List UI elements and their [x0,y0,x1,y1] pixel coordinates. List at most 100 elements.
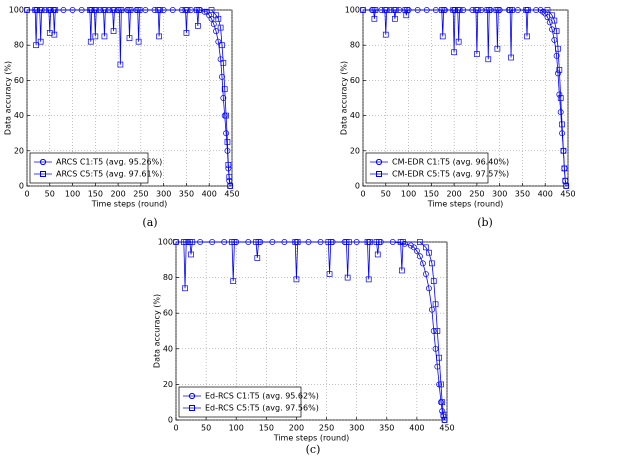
legend-marker [39,158,47,166]
marker [208,15,215,22]
marker [432,301,439,308]
y-axis-label: Data accuracy (%) [340,61,349,135]
marker [208,7,215,13]
x-tick-label: 450 [224,190,239,199]
marker [485,56,492,63]
x-tick-label: 200 [446,190,461,199]
marker [101,33,108,40]
marker [294,239,301,245]
marker [38,7,45,13]
marker [51,31,58,38]
marker [227,183,234,189]
marker [455,38,462,45]
marker [525,7,531,13]
marker [293,276,300,283]
marker [413,247,420,254]
marker [398,267,405,274]
x-tick-label: 50 [381,190,391,199]
marker [557,95,564,101]
x-tick-label: 200 [110,190,125,199]
marker [555,45,561,52]
marker [374,251,381,258]
marker [456,7,463,13]
marker [553,28,560,34]
marker [544,7,551,13]
marker [92,33,99,40]
y-tick-label: 100 [9,6,24,15]
x-tick-label: 250 [469,190,484,199]
marker [426,249,432,256]
marker [219,73,225,80]
marker [434,328,441,334]
y-tick-label: 20 [163,380,173,389]
marker [87,38,94,45]
y-tick-label: 40 [350,111,360,120]
marker [213,28,220,35]
marker [419,260,426,267]
marker [494,45,501,52]
marker [345,239,352,245]
x-tick-label: 150 [259,424,274,433]
marker [223,130,230,137]
marker [184,7,191,13]
marker [219,42,225,49]
x-tick-label: 100 [65,190,80,199]
legend-label: ARCS C1:T5 (avg. 95.26%) [56,158,162,167]
marker [195,7,202,13]
marker [365,276,372,283]
marker [188,251,194,258]
marker [440,7,447,13]
x-axis-label: Time steps (round) [273,434,350,443]
x-tick-label: 0 [24,190,29,199]
marker [215,15,222,22]
legend-label: CM-EDR C1:T5 (avg. 96.40%) [392,158,509,167]
marker [432,345,439,352]
legend-marker [375,158,383,166]
y-tick-label: 60 [350,76,360,85]
marker [220,59,227,66]
legend-label: CM-EDR C5:T5 (avg. 97.57%) [392,170,509,179]
x-tick-label: 150 [88,190,103,199]
caption: (a) [142,216,157,229]
x-tick-label: 400 [538,190,553,199]
caption: (c) [306,443,321,456]
marker [524,33,530,40]
marker [392,7,399,13]
marker [110,28,117,34]
y-tick-label: 60 [14,76,24,85]
legend-box [365,152,489,184]
x-tick-label: 50 [45,190,55,199]
marker [425,285,432,292]
marker [417,239,423,245]
x-tick-label: 300 [156,190,171,199]
marker [156,33,162,40]
legend-marker [189,405,195,411]
legend-label: Ed-RCS C1:T5 (avg. 95.62%) [205,392,319,401]
marker [430,278,437,285]
marker [439,33,446,40]
legend-marker [40,171,46,177]
marker [254,255,261,261]
marker [561,165,568,172]
marker [416,253,423,260]
marker [560,147,567,154]
y-tick-label: 80 [14,41,24,50]
marker [217,24,224,31]
x-tick-label: 350 [379,424,394,433]
caption: (b) [477,216,493,229]
marker [392,15,398,22]
marker [546,19,553,26]
y-tick-label: 20 [14,146,24,155]
marker [441,417,448,423]
marker [230,278,237,285]
marker [24,7,30,13]
marker [495,7,502,13]
marker [401,240,408,247]
marker [439,408,446,415]
marker [404,7,411,13]
marker [225,162,232,168]
marker [559,121,565,128]
x-tick-label: 250 [319,424,334,433]
marker [509,7,515,13]
